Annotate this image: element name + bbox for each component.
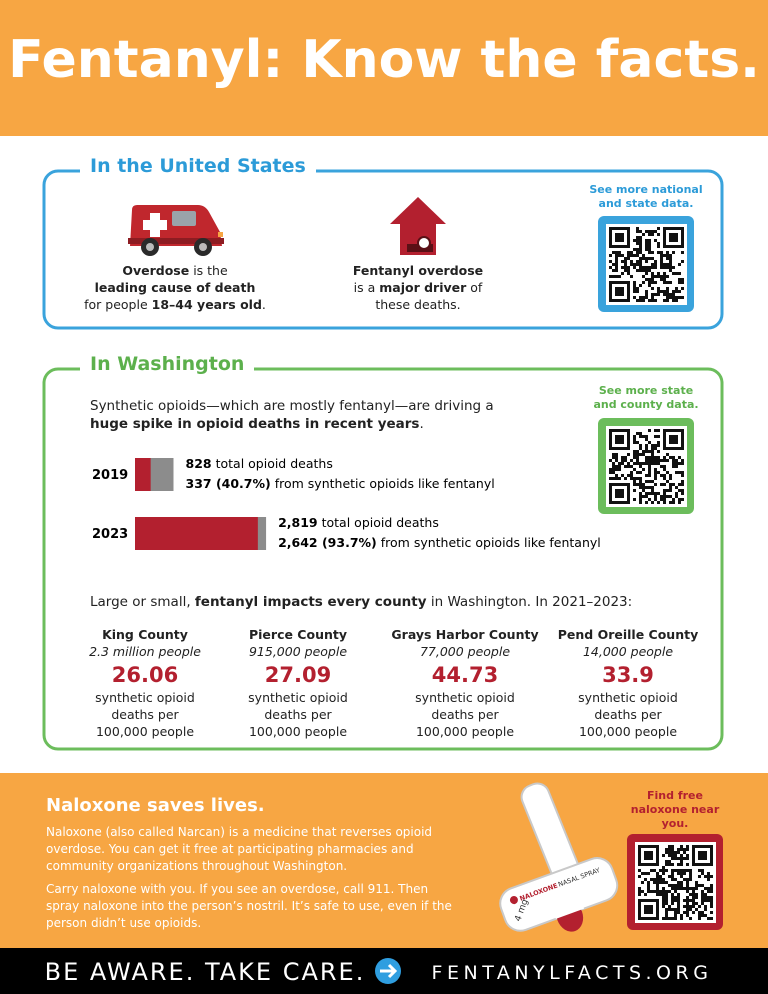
house-icon	[390, 197, 446, 255]
fact-text: of	[470, 280, 483, 295]
county: Grays Harbor County 77,000 people 44.73 syn…	[390, 627, 540, 740]
us-box	[42, 169, 724, 330]
county-population: 14,000 people	[582, 644, 674, 659]
counties-intro-text: Large or small,	[90, 594, 191, 610]
bar-chart: 2019 828 total opioid deaths 337 (40.7%) f…	[92, 456, 601, 550]
naloxone-heading: Naloxone saves lives.	[46, 795, 265, 816]
paragraph: Naloxone (also called Narcan) is a medic…	[46, 825, 433, 873]
footer-url: FENTANYLFACTS.ORG	[432, 962, 713, 984]
series-name: total opioid deaths	[322, 515, 439, 530]
county-population: 77,000 people	[419, 644, 511, 659]
fact-text: for people	[84, 297, 148, 312]
counties-intro: Large or small, fentanyl impacts every c…	[90, 594, 632, 610]
county-name: Grays Harbor County	[391, 627, 539, 642]
series-name: total opioid deaths	[216, 456, 333, 471]
fact-text: these deaths.	[375, 297, 461, 312]
fact-text: is the	[193, 263, 228, 278]
bar	[135, 458, 151, 491]
county-rate-label: synthetic opioid deaths per 100,000 peop…	[578, 690, 678, 739]
bar-label: 2,819 total opioid deaths	[278, 515, 439, 530]
qr-modules	[638, 845, 713, 920]
county-rate-label: synthetic opioid deaths per 100,000 peop…	[95, 690, 195, 739]
county-name: Pierce County	[248, 627, 347, 642]
fact: Overdose is the leading cause of death for…	[75, 262, 275, 313]
title: Fentanyl: Know the facts.	[8, 30, 760, 90]
county-population: 915,000 people	[248, 644, 348, 659]
fact-text: Overdose	[122, 263, 190, 278]
intro-text: huge spike in opioid deaths in recent ye…	[90, 416, 420, 432]
intro-text: Synthetic opioids—which are mostly fenta…	[90, 398, 494, 414]
header-band	[0, 0, 768, 136]
arrow-glyph	[380, 963, 398, 979]
counties-intro-text: in Washington. In 2021–2023:	[430, 594, 633, 610]
paragraph: Carry naloxone with you. If you see an o…	[46, 882, 452, 930]
county: Pierce County 915,000 people 27.09 syntheti…	[223, 627, 373, 740]
qr-caption: See more state and county data.	[593, 384, 699, 411]
qr-caption: Find free naloxone near you.	[630, 789, 720, 830]
value-label: 337 (40.7%)	[186, 476, 271, 491]
bar	[135, 517, 258, 550]
wa-box	[42, 367, 724, 751]
county-rate-label: synthetic opioid deaths per 100,000 peop…	[248, 690, 348, 739]
county-name: Pend Oreille County	[557, 627, 699, 642]
category-label: 2023	[92, 527, 128, 542]
county-rate: 33.9	[602, 663, 654, 687]
counties-intro-text: fentanyl impacts every county	[194, 594, 427, 610]
county: King County 2.3 million people 26.06 synthe…	[70, 627, 220, 740]
fact-text: major driver	[379, 280, 467, 295]
qr-modules	[609, 227, 684, 302]
fact-text: Fentanyl overdose	[352, 263, 484, 278]
bar-label: 2,642 (93.7%) from synthetic opioids lik…	[278, 535, 601, 550]
qr-codes	[606, 224, 716, 923]
fact-text: 18–44 years old	[151, 297, 262, 312]
intro-text: .	[419, 416, 424, 432]
section-heading: In the United States	[80, 155, 316, 177]
value-label: 2,642 (93.7%)	[278, 535, 377, 550]
county-population: 2.3 million people	[89, 644, 201, 659]
section-heading: In Washington	[80, 353, 255, 375]
bar-label: 337 (40.7%) from synthetic opioids like …	[186, 476, 495, 491]
category-label: 2019	[92, 468, 128, 483]
value-label: 2,819	[278, 515, 318, 530]
bar-label: 828 total opioid deaths	[186, 456, 333, 471]
qr-caption: See more national and state data.	[589, 183, 703, 210]
county-name: King County	[102, 627, 188, 642]
value-label: 828	[186, 456, 212, 471]
qr-modules	[609, 429, 684, 504]
ambulance-icon	[128, 205, 224, 256]
fact-text: leading cause of death	[94, 280, 256, 295]
intro: Synthetic opioids—which are mostly fenta…	[90, 397, 535, 433]
county-rate: 44.73	[431, 663, 499, 687]
county-rate: 26.06	[111, 663, 179, 687]
fact: Fentanyl overdose is a major driver of the…	[318, 262, 518, 313]
series-name: from synthetic opioids like fentanyl	[381, 535, 601, 550]
county-rate: 27.09	[264, 663, 332, 687]
series-name: from synthetic opioids like fentanyl	[275, 476, 495, 491]
county-rate-label: synthetic opioid deaths per 100,000 peop…	[415, 690, 515, 739]
county: Pend Oreille County 14,000 people 33.9 synt…	[553, 627, 703, 740]
footer-tagline: BE AWARE. TAKE CARE.	[45, 958, 366, 986]
fact-text: .	[261, 297, 266, 312]
spray-device-icon: NALOXONE NASAL SPRAY 4 mg	[499, 782, 619, 932]
fact-text: is a	[353, 280, 376, 295]
